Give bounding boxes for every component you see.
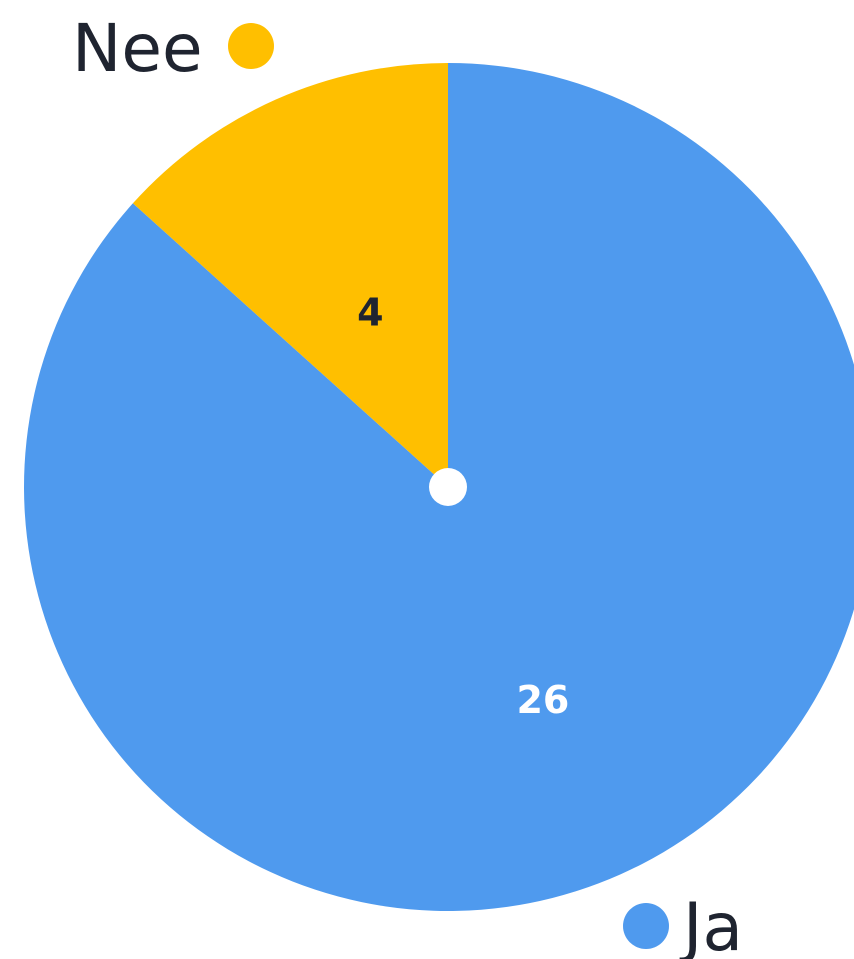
pie-value-label-ja: 26 [516, 678, 569, 722]
legend-label-ja: Ja [679, 889, 743, 959]
legend-label-nee: Nee [72, 10, 203, 87]
legend-swatch-nee [228, 23, 274, 69]
pie-value-labels: 26 4 [357, 291, 569, 722]
legend-entry-ja: Ja [623, 889, 743, 959]
pie-slice-nee [132, 63, 448, 487]
pie-value-label-nee: 4 [357, 291, 383, 335]
pie-center-marker [429, 468, 467, 506]
legend-swatch-ja [623, 903, 669, 949]
legend-entry-nee: Nee [72, 10, 274, 87]
